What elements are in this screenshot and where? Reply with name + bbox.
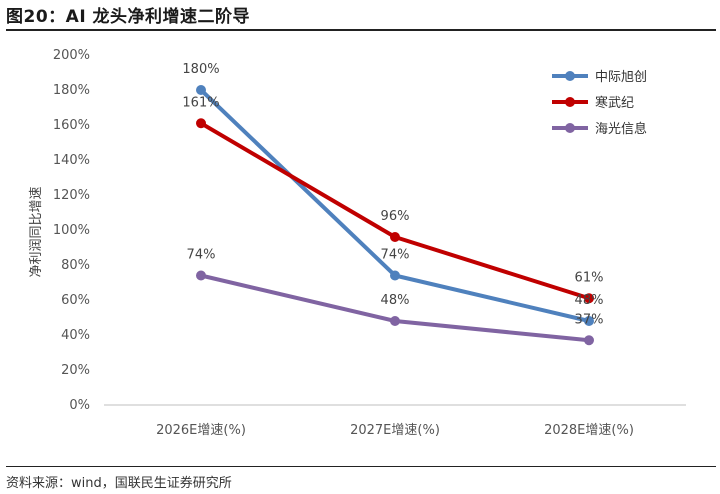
data-label: 161%	[182, 95, 219, 110]
data-label: 37%	[575, 312, 604, 327]
data-point	[584, 316, 594, 326]
y-tick-label: 40%	[61, 328, 90, 343]
data-label: 74%	[187, 248, 216, 263]
x-axis-ticks: 2026E增速(%) 2027E增速(%) 2028E增速(%)	[156, 423, 634, 438]
data-point	[196, 118, 206, 129]
legend-marker	[565, 123, 575, 133]
data-point	[584, 293, 594, 304]
legend-marker	[565, 97, 575, 107]
data-label: 180%	[182, 62, 219, 77]
legend-label: 中际旭创	[595, 70, 647, 85]
y-axis-label: 净利润同比增速	[29, 186, 44, 277]
legend-label: 寒武纪	[595, 95, 634, 111]
legend-marker	[565, 71, 575, 81]
y-axis-label-group: 净利润同比增速	[29, 186, 44, 277]
x-tick-label: 2026E增速(%)	[156, 423, 246, 438]
series-points	[196, 85, 594, 346]
y-tick-label: 200%	[53, 48, 90, 63]
data-point	[584, 335, 594, 346]
y-tick-label: 120%	[53, 188, 90, 203]
data-point	[390, 316, 400, 326]
y-tick-label: 180%	[53, 83, 90, 98]
series-line	[199, 88, 591, 323]
data-point	[196, 85, 206, 95]
x-tick-label: 2027E增速(%)	[350, 423, 440, 438]
title-rule	[6, 29, 716, 31]
y-axis-ticks: 0% 20% 40% 60% 80% 100% 120% 140% 160% 180% 200%	[53, 48, 90, 413]
data-label: 61%	[575, 270, 604, 285]
y-tick-label: 100%	[53, 223, 90, 238]
data-labels: 180% 74% 48% 161% 96% 61% 74% 48% 37%	[182, 62, 603, 327]
x-tick-label: 2028E增速(%)	[544, 423, 634, 438]
data-point	[390, 232, 400, 242]
y-tick-label: 80%	[61, 258, 90, 273]
data-label: 74%	[381, 248, 410, 263]
data-point	[196, 270, 206, 281]
data-point	[390, 270, 400, 281]
data-label: 48%	[381, 293, 410, 308]
source-note: 资料来源：wind，国联民生证券研究所	[6, 476, 232, 491]
source-rule	[6, 466, 716, 467]
y-tick-label: 140%	[53, 153, 90, 168]
data-label: 48%	[575, 293, 604, 308]
legend-label: 海光信息	[595, 121, 647, 137]
y-tick-label: 60%	[61, 293, 90, 308]
figure-title: 图20：AI 龙头净利增速二阶导	[6, 7, 251, 27]
y-tick-label: 0%	[69, 398, 90, 413]
y-tick-label: 160%	[53, 118, 90, 133]
y-tick-label: 20%	[61, 363, 90, 378]
data-label: 96%	[381, 209, 410, 224]
